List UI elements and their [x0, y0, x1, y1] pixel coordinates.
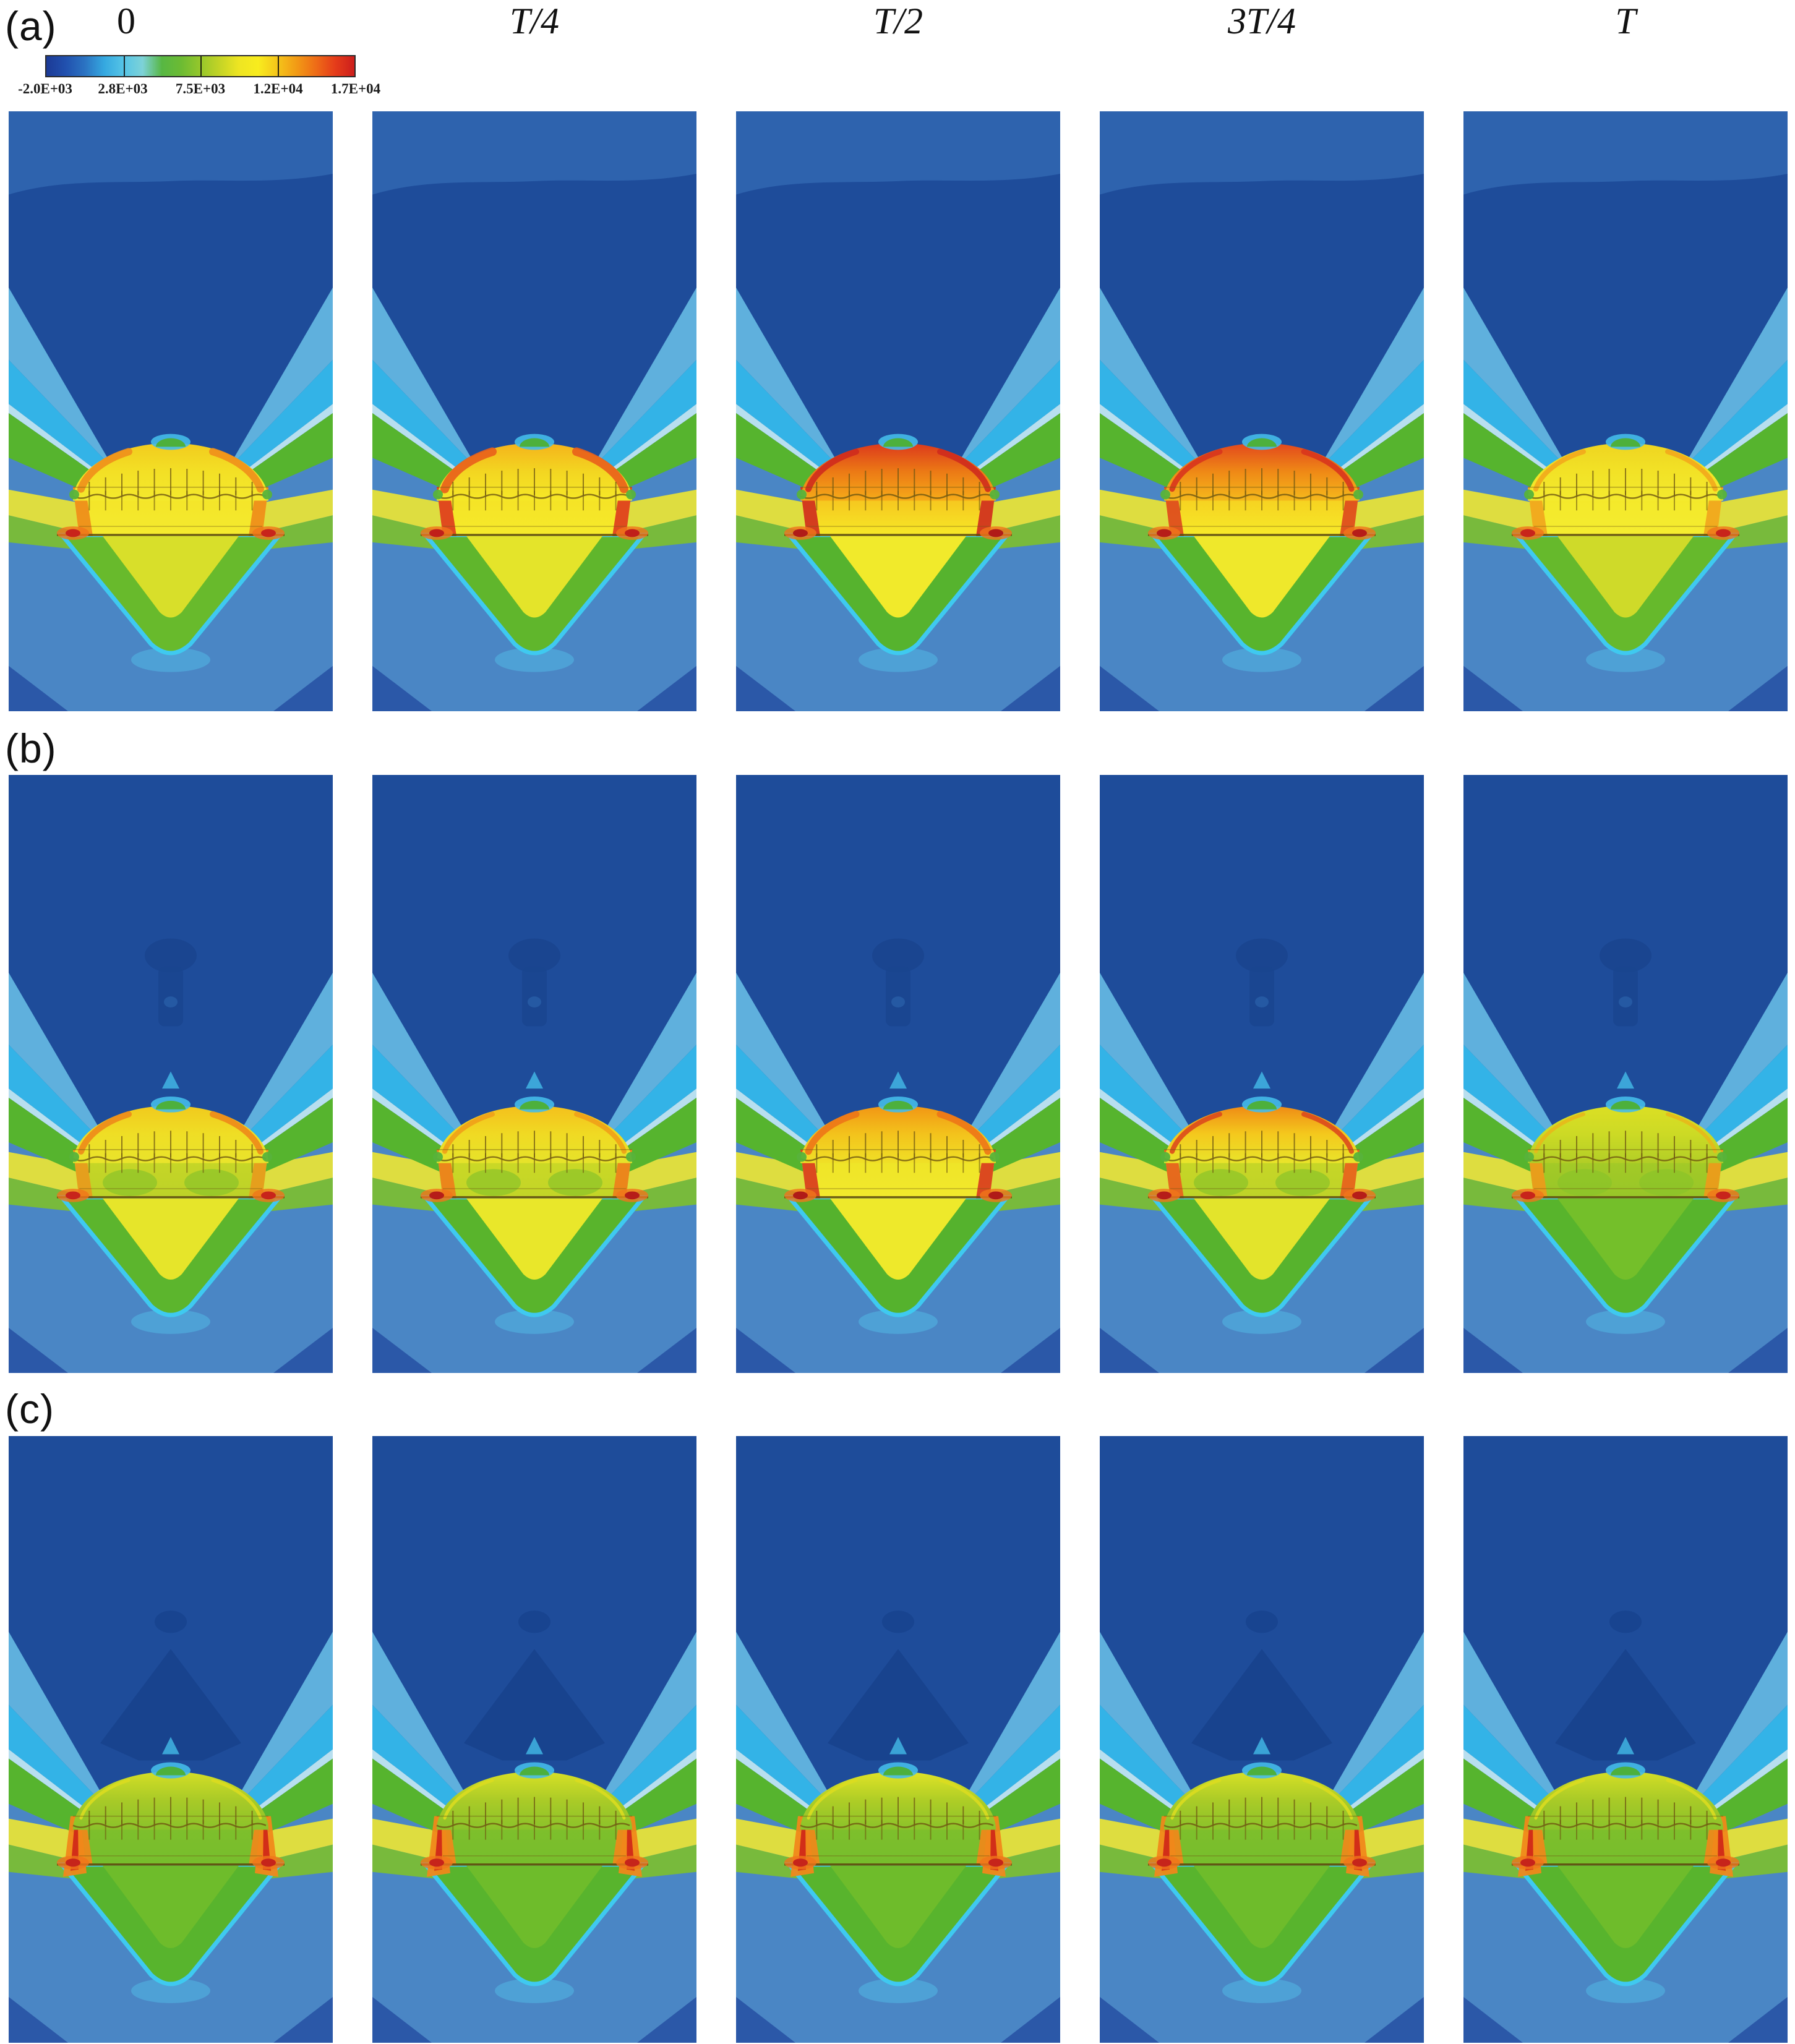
contour-panel-b-3T4 [1100, 775, 1424, 1373]
contour-panel-b-T4 [372, 775, 696, 1373]
contour-panel-c-3T4 [1100, 1436, 1424, 2043]
contour-panel-a-T [1463, 111, 1788, 711]
contour-panel-a-T2 [736, 111, 1060, 711]
contour-panel-b-0 [9, 775, 333, 1373]
colorbar-tick-label-3: 1.2E+04 [253, 81, 303, 96]
contour-panel-b-T2 [736, 775, 1060, 1373]
colorbar-tick [277, 56, 279, 76]
colorbar-legend [45, 55, 356, 77]
colorbar-tick-label-2: 7.5E+03 [175, 81, 226, 96]
contour-panel-a-0 [9, 111, 333, 711]
colorbar-tick [200, 56, 202, 76]
column-label-0: 0 [117, 1, 135, 41]
contour-panel-c-T4 [372, 1436, 696, 2043]
contour-panel-a-3T4 [1100, 111, 1424, 711]
contour-panel-c-T2 [736, 1436, 1060, 2043]
row-label-b: (b) [5, 725, 57, 771]
contour-panel-c-T [1463, 1436, 1788, 2043]
column-label-1: T/4 [509, 1, 560, 41]
column-label-4: T [1615, 1, 1636, 41]
column-label-3: 3T/4 [1227, 1, 1296, 41]
contour-panel-b-T [1463, 775, 1788, 1373]
colorbar-tick [123, 56, 125, 76]
row-label-c: (c) [5, 1386, 54, 1432]
colorbar-tick-label-1: 2.8E+03 [98, 81, 148, 96]
contour-panel-c-0 [9, 1436, 333, 2043]
contour-panel-a-T4 [372, 111, 696, 711]
colorbar-tick-label-4: 1.7E+04 [330, 81, 381, 96]
colorbar-tick-label-0: -2.0E+03 [18, 81, 72, 96]
row-label-a: (a) [5, 3, 57, 49]
column-label-2: T/2 [873, 1, 923, 41]
